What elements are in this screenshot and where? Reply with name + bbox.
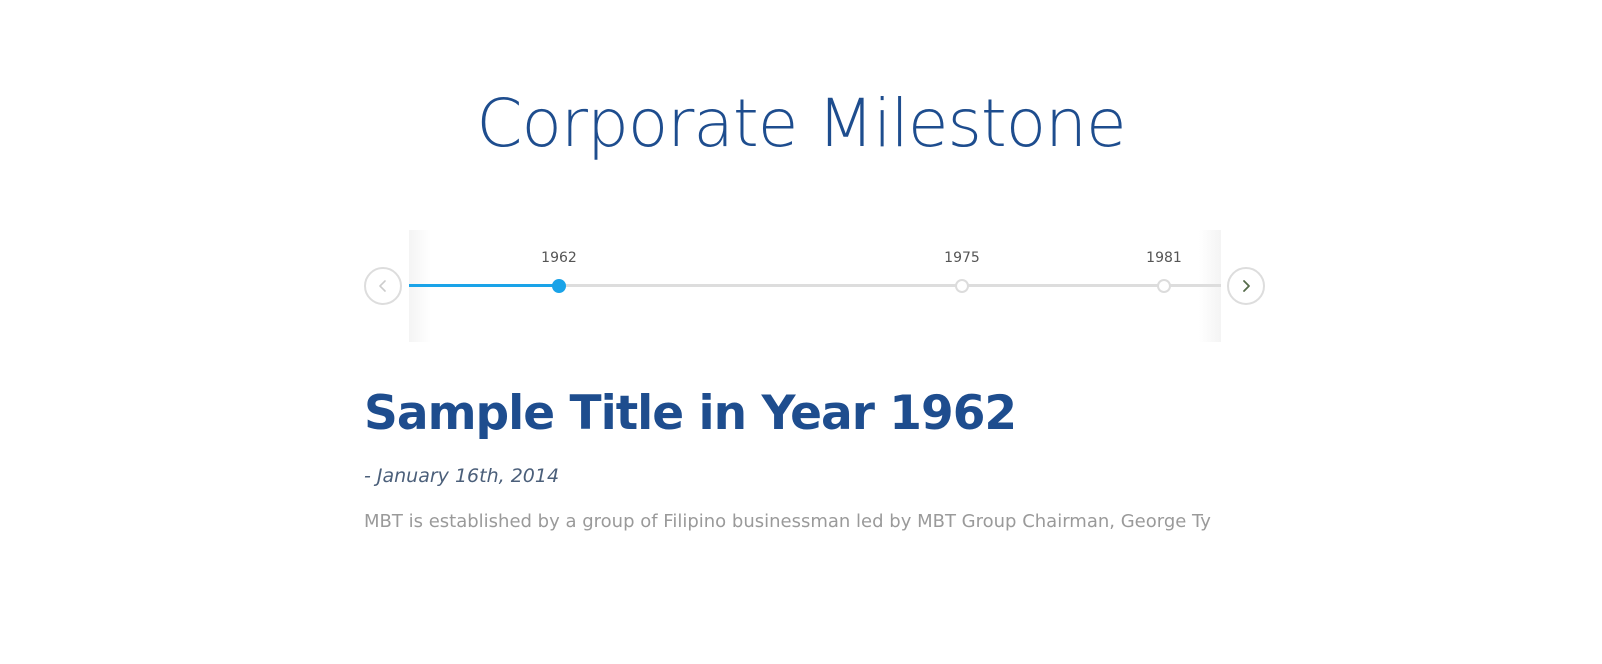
milestone-title: Sample Title in Year 1962 [364,386,1017,441]
milestone-description: MBT is established by a group of Filipin… [364,511,1211,532]
milestone-content: Sample Title in Year 1962 - January 16th… [364,384,1244,534]
timeline-event-dot[interactable] [1157,279,1171,293]
timeline-track [409,284,1221,287]
timeline-event-label: 1975 [944,250,980,266]
timeline-event-label: 1981 [1146,250,1182,266]
timeline-next-button[interactable] [1227,267,1265,305]
timeline-event-label: 1962 [541,250,577,266]
page-title: Corporate Milestone [476,85,1126,162]
timeline-event-1981[interactable]: 1981 [1124,230,1204,300]
timeline-progress [409,284,559,287]
timeline-prev-button[interactable] [364,267,402,305]
milestone-date: - January 16th, 2014 [364,465,560,487]
timeline-event-1975[interactable]: 1975 [922,230,1002,300]
chevron-right-icon [1243,280,1250,292]
timeline-event-1962[interactable]: 1962 [519,230,599,300]
chevron-left-icon [379,280,386,292]
timeline-event-dot[interactable] [955,279,969,293]
timeline: 1962 1975 1981 [409,230,1221,342]
timeline-event-dot[interactable] [552,279,566,293]
